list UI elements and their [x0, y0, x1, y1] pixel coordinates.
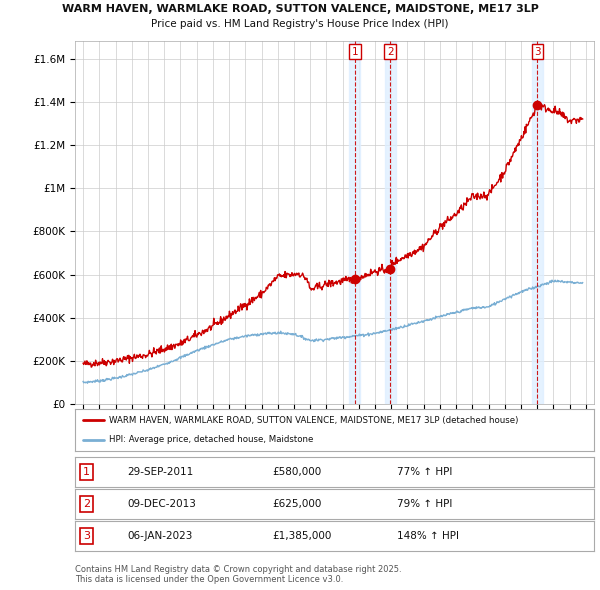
- Text: £1,385,000: £1,385,000: [272, 531, 332, 541]
- Text: 09-DEC-2013: 09-DEC-2013: [127, 499, 196, 509]
- Text: £625,000: £625,000: [272, 499, 322, 509]
- Text: Price paid vs. HM Land Registry's House Price Index (HPI): Price paid vs. HM Land Registry's House …: [151, 19, 449, 29]
- Text: 29-SEP-2011: 29-SEP-2011: [127, 467, 193, 477]
- Bar: [385, 41, 396, 404]
- Text: 1: 1: [352, 47, 358, 57]
- Text: WARM HAVEN, WARMLAKE ROAD, SUTTON VALENCE, MAIDSTONE, ME17 3LP (detached house): WARM HAVEN, WARMLAKE ROAD, SUTTON VALENC…: [109, 416, 518, 425]
- Text: 79% ↑ HPI: 79% ↑ HPI: [397, 499, 452, 509]
- Text: 1: 1: [83, 467, 90, 477]
- Text: HPI: Average price, detached house, Maidstone: HPI: Average price, detached house, Maid…: [109, 435, 313, 444]
- Text: 3: 3: [534, 47, 541, 57]
- Text: Contains HM Land Registry data © Crown copyright and database right 2025.
This d: Contains HM Land Registry data © Crown c…: [75, 565, 401, 584]
- Text: 2: 2: [83, 499, 90, 509]
- Text: WARM HAVEN, WARMLAKE ROAD, SUTTON VALENCE, MAIDSTONE, ME17 3LP: WARM HAVEN, WARMLAKE ROAD, SUTTON VALENC…: [62, 4, 538, 14]
- Bar: [532, 41, 543, 404]
- Bar: [349, 41, 361, 404]
- Text: 06-JAN-2023: 06-JAN-2023: [127, 531, 192, 541]
- Text: 2: 2: [387, 47, 394, 57]
- Text: 148% ↑ HPI: 148% ↑ HPI: [397, 531, 459, 541]
- Text: 77% ↑ HPI: 77% ↑ HPI: [397, 467, 452, 477]
- Text: 3: 3: [83, 531, 90, 541]
- Text: £580,000: £580,000: [272, 467, 322, 477]
